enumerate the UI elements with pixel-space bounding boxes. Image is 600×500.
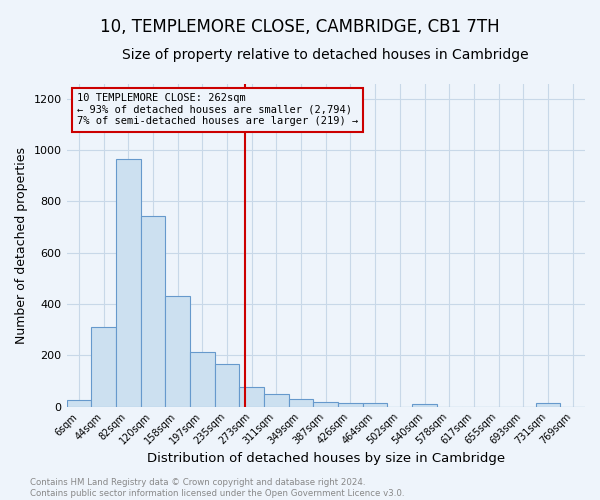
Text: Contains HM Land Registry data © Crown copyright and database right 2024.
Contai: Contains HM Land Registry data © Crown c…	[30, 478, 404, 498]
Text: 10, TEMPLEMORE CLOSE, CAMBRIDGE, CB1 7TH: 10, TEMPLEMORE CLOSE, CAMBRIDGE, CB1 7TH	[100, 18, 500, 36]
Bar	[338, 403, 363, 406]
Bar	[215, 364, 239, 406]
Bar	[91, 327, 116, 406]
Bar	[313, 402, 338, 406]
Bar	[67, 400, 91, 406]
Text: 10 TEMPLEMORE CLOSE: 262sqm
← 93% of detached houses are smaller (2,794)
7% of s: 10 TEMPLEMORE CLOSE: 262sqm ← 93% of det…	[77, 93, 358, 126]
Bar	[165, 296, 190, 406]
Y-axis label: Number of detached properties: Number of detached properties	[15, 146, 28, 344]
Title: Size of property relative to detached houses in Cambridge: Size of property relative to detached ho…	[122, 48, 529, 62]
X-axis label: Distribution of detached houses by size in Cambridge: Distribution of detached houses by size …	[147, 452, 505, 465]
Bar	[363, 403, 388, 406]
Bar	[140, 216, 165, 406]
Bar	[536, 403, 560, 406]
Bar	[116, 159, 140, 406]
Bar	[190, 352, 215, 406]
Bar	[289, 399, 313, 406]
Bar	[264, 394, 289, 406]
Bar	[239, 388, 264, 406]
Bar	[412, 404, 437, 406]
